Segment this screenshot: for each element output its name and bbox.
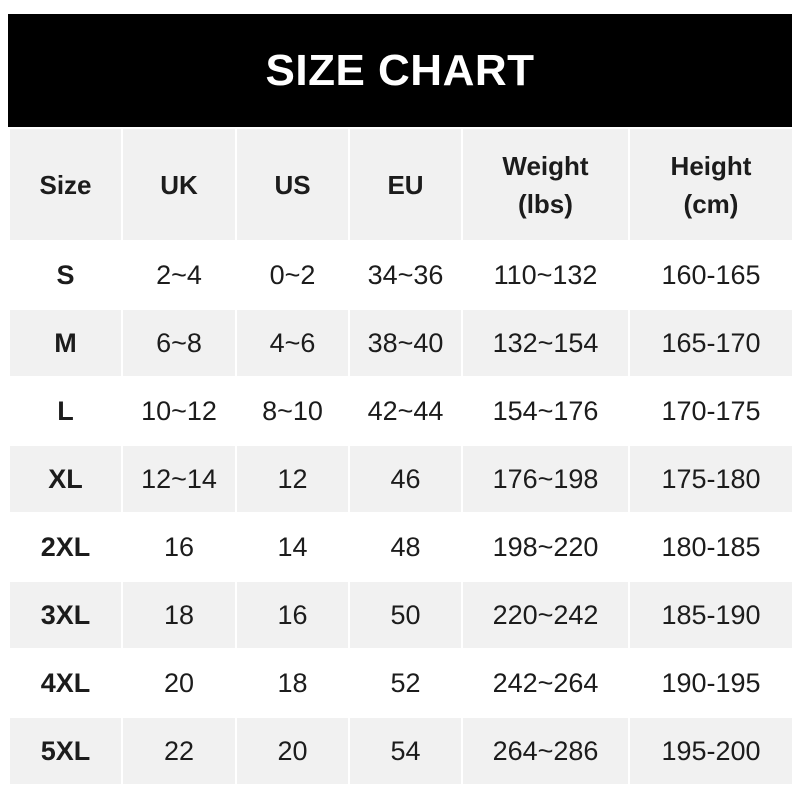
cell-us: 4~6 (235, 308, 350, 378)
cell-uk: 22 (121, 716, 237, 786)
header-size: Size (8, 127, 123, 242)
cell-height: 175-180 (628, 444, 794, 514)
cell-weight: 132~154 (461, 308, 630, 378)
cell-weight: 154~176 (461, 376, 630, 446)
cell-eu: 54 (348, 716, 463, 786)
cell-eu: 46 (348, 444, 463, 514)
cell-us: 20 (235, 716, 350, 786)
cell-uk: 18 (121, 580, 237, 650)
cell-uk: 10~12 (121, 376, 237, 446)
cell-us: 12 (235, 444, 350, 514)
cell-height: 190-195 (628, 648, 794, 718)
header-row: Size UK US EU Weight (lbs) Height (cm) (8, 127, 794, 242)
table-row: XL 12~14 12 46 176~198 175-180 (8, 444, 794, 514)
header-label: Weight (502, 150, 589, 181)
cell-size: 5XL (8, 716, 123, 786)
cell-us: 8~10 (235, 376, 350, 446)
cell-uk: 16 (121, 512, 237, 582)
cell-us: 16 (235, 580, 350, 650)
header-weight: Weight (lbs) (461, 127, 630, 242)
cell-height: 185-190 (628, 580, 794, 650)
header-label: Height (670, 150, 752, 181)
cell-height: 165-170 (628, 308, 794, 378)
cell-us: 0~2 (235, 240, 350, 310)
table-row: 4XL 20 18 52 242~264 190-195 (8, 648, 794, 718)
cell-uk: 20 (121, 648, 237, 718)
table-row: L 10~12 8~10 42~44 154~176 170-175 (8, 376, 794, 446)
header-eu: EU (348, 127, 463, 242)
cell-eu: 48 (348, 512, 463, 582)
cell-weight: 220~242 (461, 580, 630, 650)
header-label: UK (160, 169, 198, 200)
cell-weight: 110~132 (461, 240, 630, 310)
cell-size: L (8, 376, 123, 446)
cell-size: XL (8, 444, 123, 514)
header-unit: (cm) (683, 188, 739, 219)
header-unit: (lbs) (518, 188, 573, 219)
cell-height: 160-165 (628, 240, 794, 310)
cell-size: 4XL (8, 648, 123, 718)
header-uk: UK (121, 127, 237, 242)
table-row: M 6~8 4~6 38~40 132~154 165-170 (8, 308, 794, 378)
cell-weight: 242~264 (461, 648, 630, 718)
cell-height: 180-185 (628, 512, 794, 582)
table-row: 5XL 22 20 54 264~286 195-200 (8, 716, 794, 786)
header-height: Height (cm) (628, 127, 794, 242)
cell-weight: 198~220 (461, 512, 630, 582)
size-chart-table: Size UK US EU Weight (lbs) Height (cm) S 2~… (8, 127, 794, 786)
cell-height: 195-200 (628, 716, 794, 786)
table-row: 3XL 18 16 50 220~242 185-190 (8, 580, 794, 650)
header-us: US (235, 127, 350, 242)
cell-uk: 6~8 (121, 308, 237, 378)
cell-uk: 2~4 (121, 240, 237, 310)
cell-us: 18 (235, 648, 350, 718)
cell-weight: 176~198 (461, 444, 630, 514)
cell-size: M (8, 308, 123, 378)
cell-eu: 34~36 (348, 240, 463, 310)
cell-uk: 12~14 (121, 444, 237, 514)
cell-us: 14 (235, 512, 350, 582)
header-label: Size (39, 169, 92, 200)
page-title: SIZE CHART (8, 14, 792, 127)
header-label: US (274, 169, 311, 200)
cell-height: 170-175 (628, 376, 794, 446)
table-row: S 2~4 0~2 34~36 110~132 160-165 (8, 240, 794, 310)
table-row: 2XL 16 14 48 198~220 180-185 (8, 512, 794, 582)
cell-eu: 42~44 (348, 376, 463, 446)
cell-weight: 264~286 (461, 716, 630, 786)
cell-size: 3XL (8, 580, 123, 650)
cell-eu: 52 (348, 648, 463, 718)
cell-size: S (8, 240, 123, 310)
cell-eu: 50 (348, 580, 463, 650)
header-label: EU (387, 169, 424, 200)
cell-eu: 38~40 (348, 308, 463, 378)
cell-size: 2XL (8, 512, 123, 582)
